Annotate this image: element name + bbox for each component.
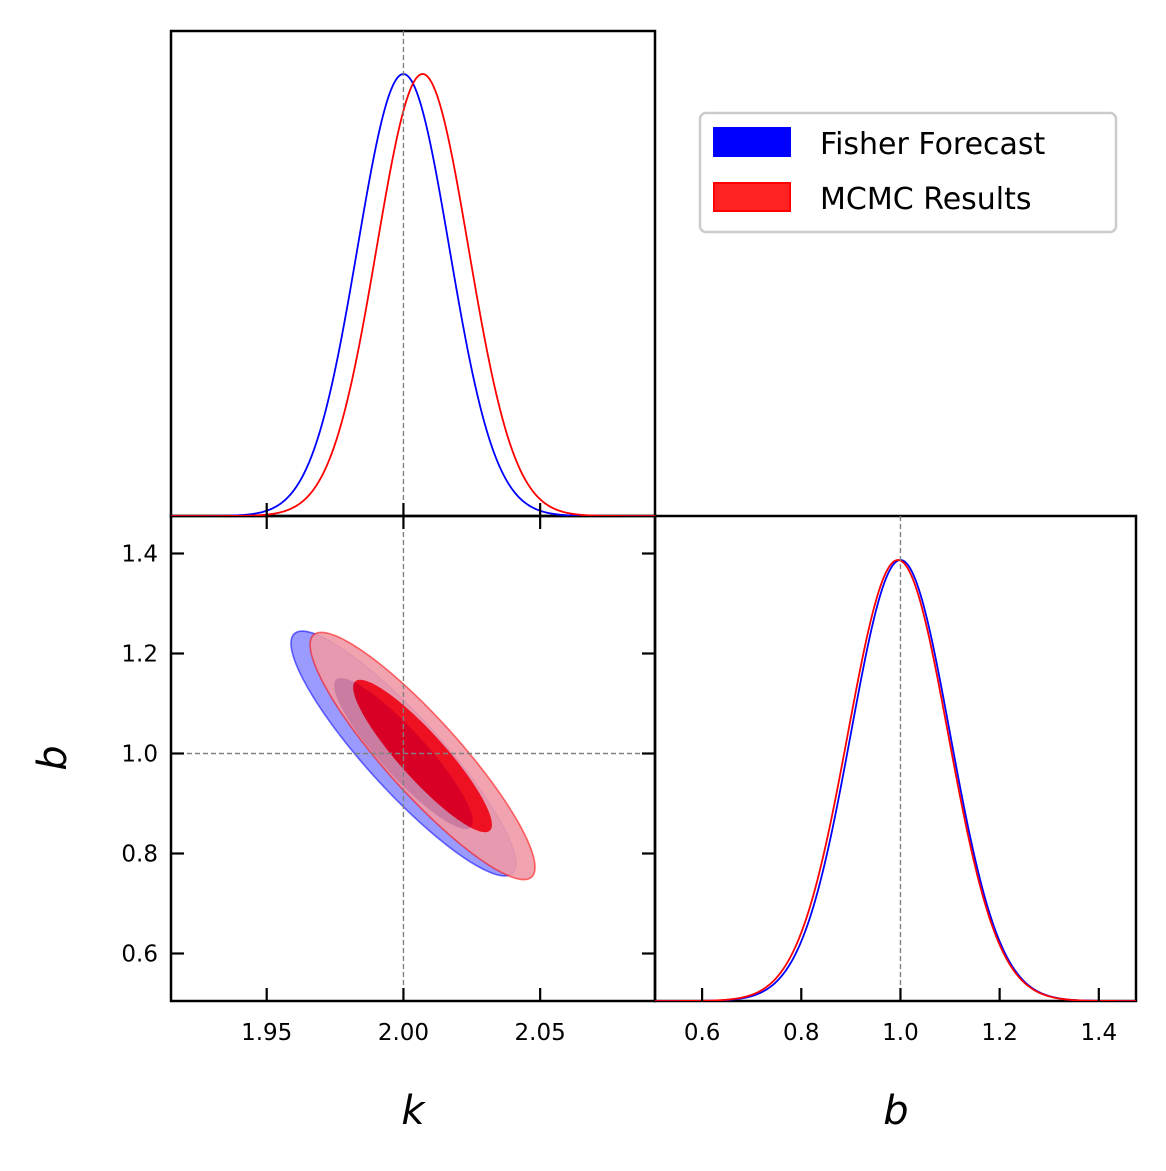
y-axis-label-b: b (30, 745, 76, 770)
tick-label-b-y: 1.2 (121, 642, 158, 668)
legend-swatch-mcmc (713, 182, 791, 212)
legend: Fisher Forecast MCMC Results (698, 111, 1118, 234)
legend-swatch-fisher (713, 127, 791, 157)
panel-k-frame (169, 29, 657, 518)
tick-label-b-y: 1.0 (121, 742, 158, 768)
legend-label-fisher: Fisher Forecast (820, 127, 1046, 162)
tick-label-b-x: 1.0 (882, 1020, 919, 1046)
tick-label-b-x: 1.4 (1081, 1020, 1118, 1046)
contour-68-overlap (353, 679, 473, 829)
tick-label-k: 1.95 (241, 1020, 292, 1046)
x-axis-label-b: b (883, 1088, 908, 1134)
legend-label-mcmc: MCMC Results (820, 182, 1032, 217)
legend-frame (698, 111, 1118, 234)
tick-label-b-y: 1.4 (121, 542, 158, 568)
x-axis-label-k: k (401, 1088, 426, 1134)
tick-label-b-y: 0.6 (121, 942, 158, 968)
tick-label-k: 2.05 (515, 1020, 566, 1046)
tick-label-b-x: 0.6 (684, 1020, 721, 1046)
marginal-b-mcmc (655, 559, 1136, 1001)
marginal-b-fisher (655, 559, 1136, 1001)
tick-label-b-y: 0.8 (121, 842, 158, 868)
panel-b-frame (653, 514, 1138, 1003)
marginal-k-mcmc (171, 73, 655, 516)
tick-label-b-x: 0.8 (783, 1020, 820, 1046)
tick-label-b-x: 1.2 (981, 1020, 1018, 1046)
marginal-k-fisher (171, 73, 655, 516)
tick-label-k: 2.00 (378, 1020, 429, 1046)
